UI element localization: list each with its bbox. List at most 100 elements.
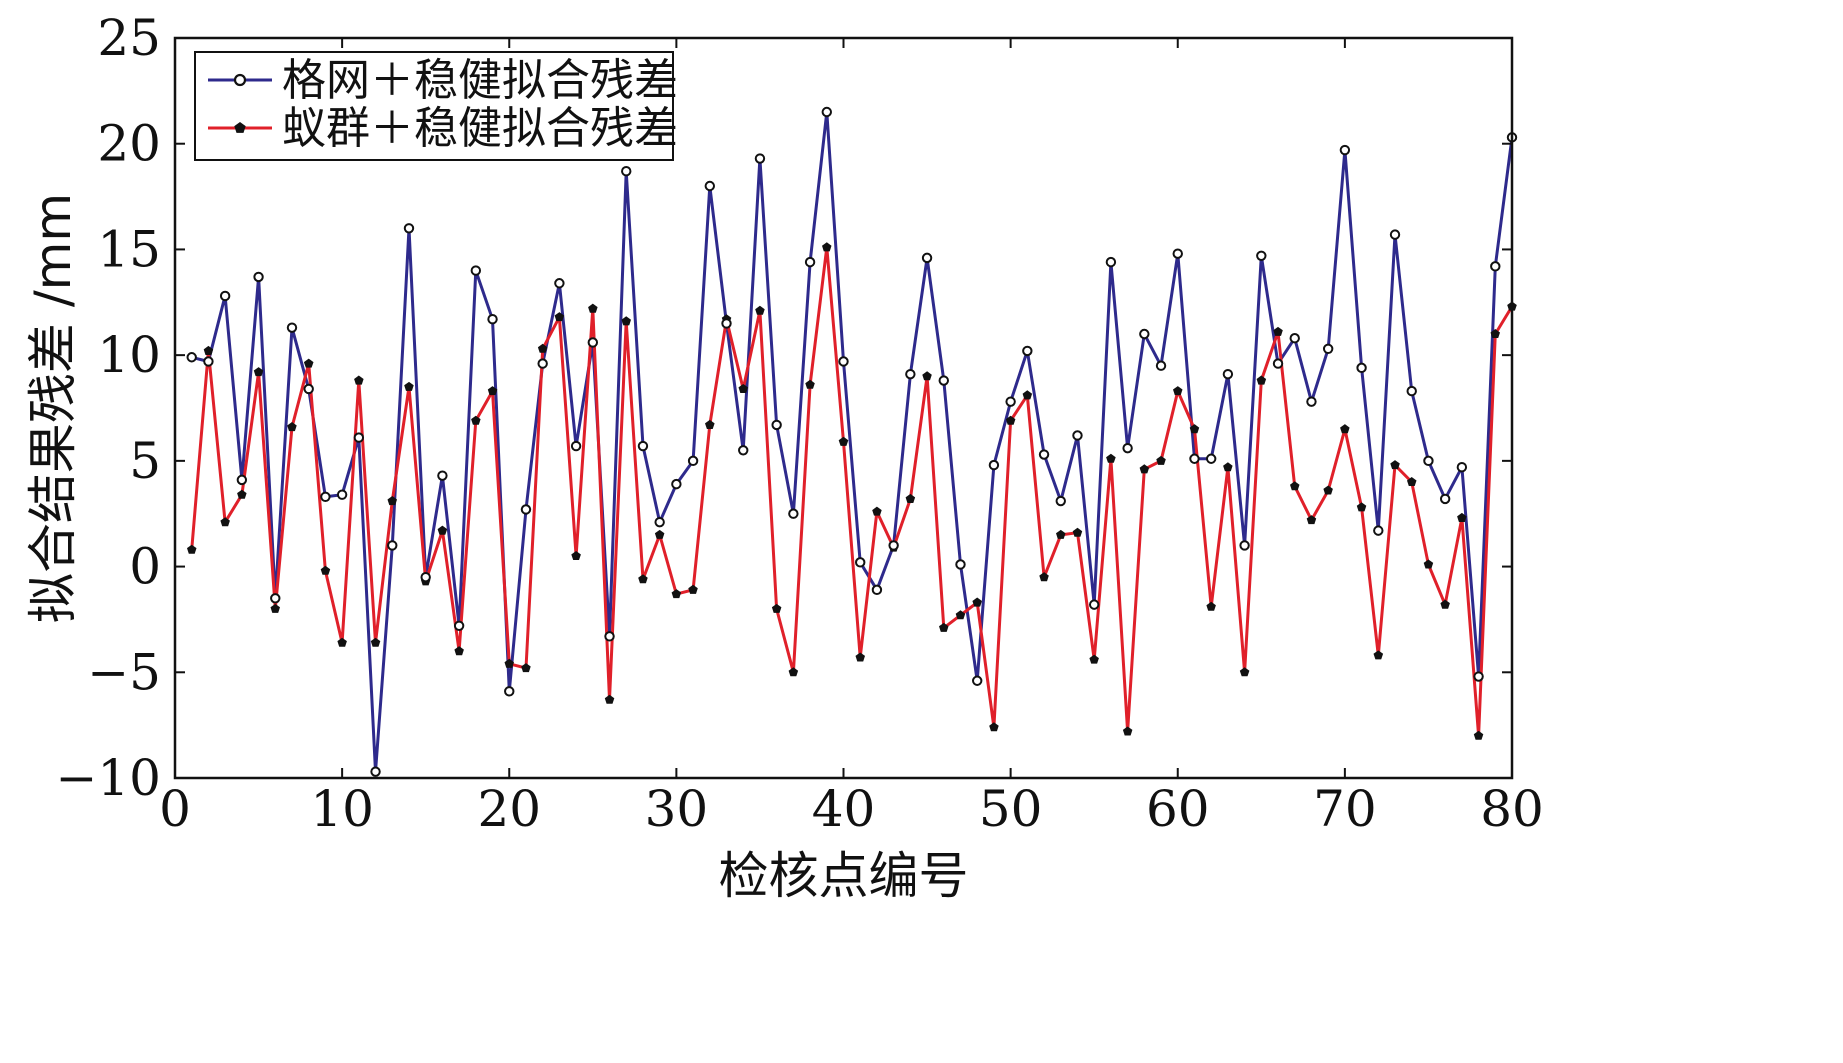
point-marker-grid [1189, 453, 1200, 464]
point-marker-grid [1490, 261, 1501, 272]
point-marker-ant-colony [922, 371, 932, 381]
point-marker-ant-colony [1356, 502, 1367, 512]
point-marker-grid [1088, 599, 1100, 610]
point-marker-grid [186, 352, 197, 363]
point-marker-grid [286, 322, 298, 333]
point-marker-ant-colony [1340, 424, 1350, 434]
point-marker-ant-colony [972, 597, 982, 607]
point-marker-grid [320, 491, 331, 502]
point-marker-ant-colony [454, 646, 464, 656]
x-tick-labels: 0 10 20 30 40 50 60 70 80 [159, 780, 1544, 838]
point-marker-grid [1256, 250, 1267, 261]
point-marker-ant-colony [738, 384, 748, 393]
legend-label-ant-colony-robust: 蚁群＋稳健拟合残差 [282, 103, 678, 154]
series-line-1 [190, 245, 1514, 738]
legend-label-grid-robust: 格网＋稳健拟合残差 [282, 55, 678, 106]
point-marker-ant-colony [1189, 424, 1200, 434]
point-marker-ant-colony [571, 551, 581, 560]
point-marker-ant-colony [788, 667, 799, 677]
point-marker-ant-colony [1306, 515, 1317, 525]
point-marker-ant-colony [1423, 559, 1434, 569]
point-marker-grid [804, 256, 816, 268]
point-marker-grid [253, 271, 264, 283]
point-marker-ant-colony [1056, 529, 1066, 539]
point-marker-ant-colony [755, 305, 765, 315]
point-marker-grid [654, 516, 665, 528]
point-marker-grid [587, 337, 599, 348]
point-marker-grid [1322, 343, 1334, 354]
point-marker-grid [821, 106, 832, 118]
point-marker-grid [921, 252, 933, 264]
point-marker-grid [621, 166, 632, 177]
point-marker-ant-colony [939, 622, 949, 632]
y-tick-label: 15 [97, 220, 161, 278]
point-marker-ant-colony [1022, 390, 1033, 400]
point-marker-ant-colony [1407, 477, 1417, 486]
point-marker-ant-colony [1323, 485, 1333, 495]
point-marker-grid [1172, 248, 1183, 259]
point-marker-grid [1289, 333, 1300, 344]
point-marker-grid [487, 314, 498, 325]
y-tick-label: −5 [87, 643, 161, 701]
point-marker-ant-colony [872, 506, 882, 516]
point-marker-grid [988, 459, 1000, 471]
point-marker-ant-colony [370, 637, 381, 647]
point-marker-ant-colony [187, 544, 197, 554]
x-tick-label: 80 [1480, 780, 1544, 838]
point-marker-grid [738, 445, 749, 456]
y-tick-label: 0 [129, 538, 161, 596]
point-marker-grid [972, 675, 983, 686]
point-marker-grid [520, 504, 532, 515]
point-marker-ant-colony [320, 565, 331, 575]
y-tick-label: 25 [97, 9, 161, 67]
legend-box [194, 51, 674, 161]
point-marker-ant-colony [1239, 667, 1250, 677]
point-marker-grid [420, 571, 431, 583]
point-marker-grid [353, 432, 365, 443]
point-marker-grid [403, 223, 415, 234]
point-marker-ant-colony [705, 419, 715, 429]
point-marker-grid [370, 766, 381, 777]
point-marker-grid [504, 686, 515, 697]
point-marker-grid [855, 557, 866, 568]
point-marker-ant-colony [1106, 453, 1116, 463]
point-marker-ant-colony [1390, 460, 1400, 470]
point-marker-ant-colony [1273, 326, 1283, 336]
point-marker-grid [1072, 430, 1083, 441]
y-tick-label: −10 [55, 749, 161, 807]
point-marker-ant-colony [504, 658, 514, 668]
point-marker-grid [905, 368, 916, 380]
x-tick-label: 70 [1313, 780, 1377, 838]
legend-marker-filled-pentagon [234, 122, 246, 133]
x-tick-label: 60 [1146, 780, 1210, 838]
point-marker-ant-colony [1223, 462, 1233, 472]
point-marker-grid [1389, 229, 1401, 240]
point-marker-grid [236, 474, 248, 486]
point-marker-ant-colony [387, 496, 397, 506]
point-marker-grid [1038, 449, 1050, 460]
point-marker-ant-colony [805, 379, 815, 389]
point-marker-ant-colony [1072, 527, 1083, 537]
point-marker-ant-colony [588, 303, 598, 313]
point-marker-ant-colony [604, 694, 615, 704]
x-tick-label: 10 [310, 780, 374, 838]
point-marker-ant-colony [437, 525, 448, 535]
point-marker-grid [387, 540, 398, 551]
point-marker-ant-colony [638, 574, 648, 584]
x-tick-label: 30 [645, 780, 709, 838]
point-marker-grid [1439, 493, 1451, 505]
x-tick-label: 20 [477, 780, 541, 838]
point-marker-ant-colony [905, 493, 916, 503]
point-marker-ant-colony [537, 343, 548, 353]
point-marker-grid [1155, 360, 1167, 371]
point-marker-grid [871, 584, 883, 596]
point-marker-ant-colony [1473, 730, 1484, 740]
point-marker-grid [336, 489, 348, 500]
point-marker-grid [1055, 495, 1066, 507]
point-marker-grid [470, 265, 482, 276]
point-marker-ant-colony [1440, 599, 1450, 609]
point-marker-grid [1222, 368, 1234, 380]
x-tick-label: 50 [979, 780, 1043, 838]
point-marker-grid [1272, 358, 1284, 369]
